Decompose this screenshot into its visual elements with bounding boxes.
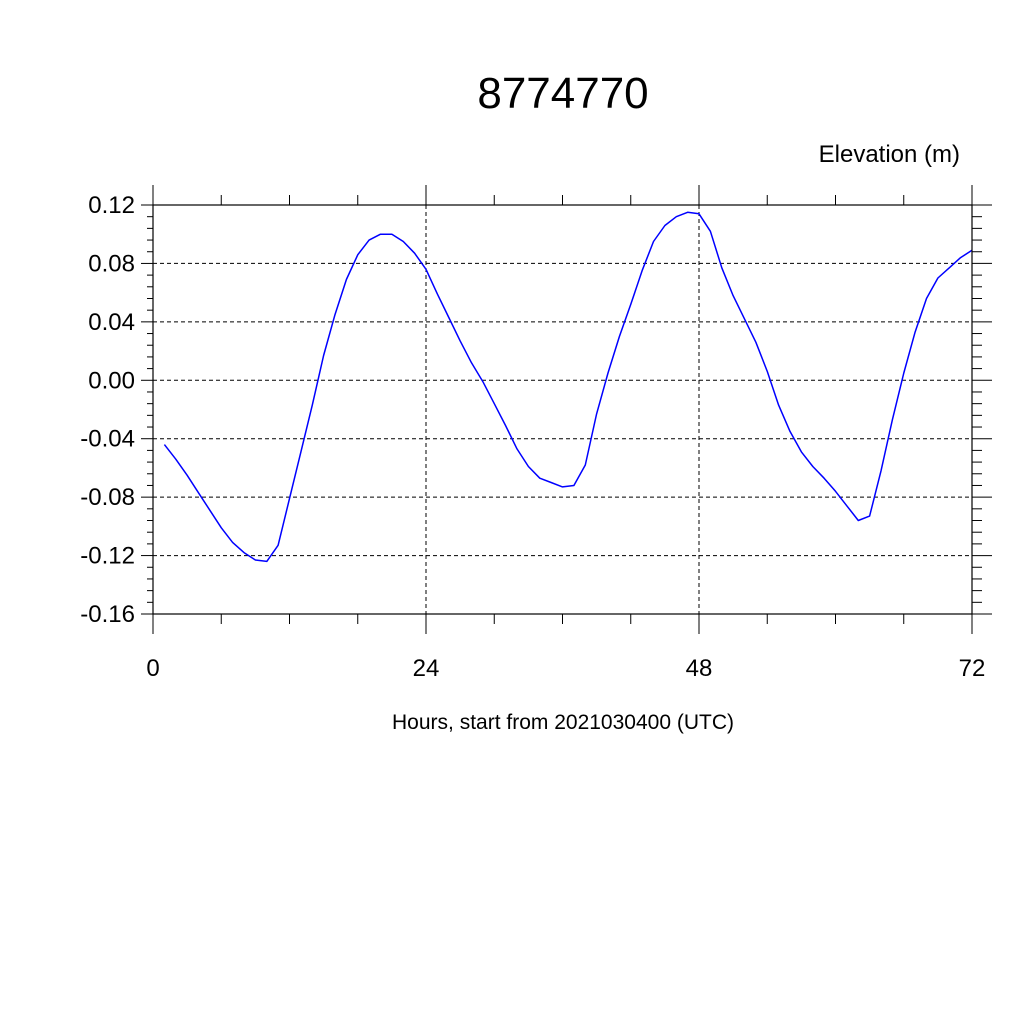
y-tick-label: -0.16 bbox=[80, 601, 135, 628]
y-tick-label: -0.04 bbox=[80, 426, 135, 453]
x-tick-label: 72 bbox=[959, 655, 986, 682]
y-tick-label: -0.08 bbox=[80, 484, 135, 511]
plot-frame bbox=[152, 204, 973, 615]
y-tick-label: 0.12 bbox=[88, 192, 135, 219]
x-tick-label: 48 bbox=[686, 655, 713, 682]
chart-title: 8774770 bbox=[477, 69, 648, 118]
series-line bbox=[163, 211, 973, 563]
y-tick-label: 0.04 bbox=[88, 309, 135, 336]
y-tick-labels: -0.16 -0.12 -0.08 -0.04 0.00 0.04 0.08 0.12 bbox=[80, 192, 135, 628]
y-tick-label: 0.00 bbox=[88, 367, 135, 394]
series-layer bbox=[163, 211, 973, 563]
y-tick-label: 0.08 bbox=[88, 250, 135, 277]
y-axis-label: Elevation (m) bbox=[819, 141, 960, 168]
y-tick-label: -0.12 bbox=[80, 543, 135, 570]
x-axis-label: Hours, start from 2021030400 (UTC) bbox=[392, 711, 734, 734]
x-tick-labels: 0 24 48 72 bbox=[146, 655, 985, 682]
axis-ticks bbox=[141, 185, 992, 634]
grid-lines bbox=[153, 205, 972, 614]
x-tick-label: 24 bbox=[413, 655, 440, 682]
x-tick-label: 0 bbox=[146, 655, 159, 682]
